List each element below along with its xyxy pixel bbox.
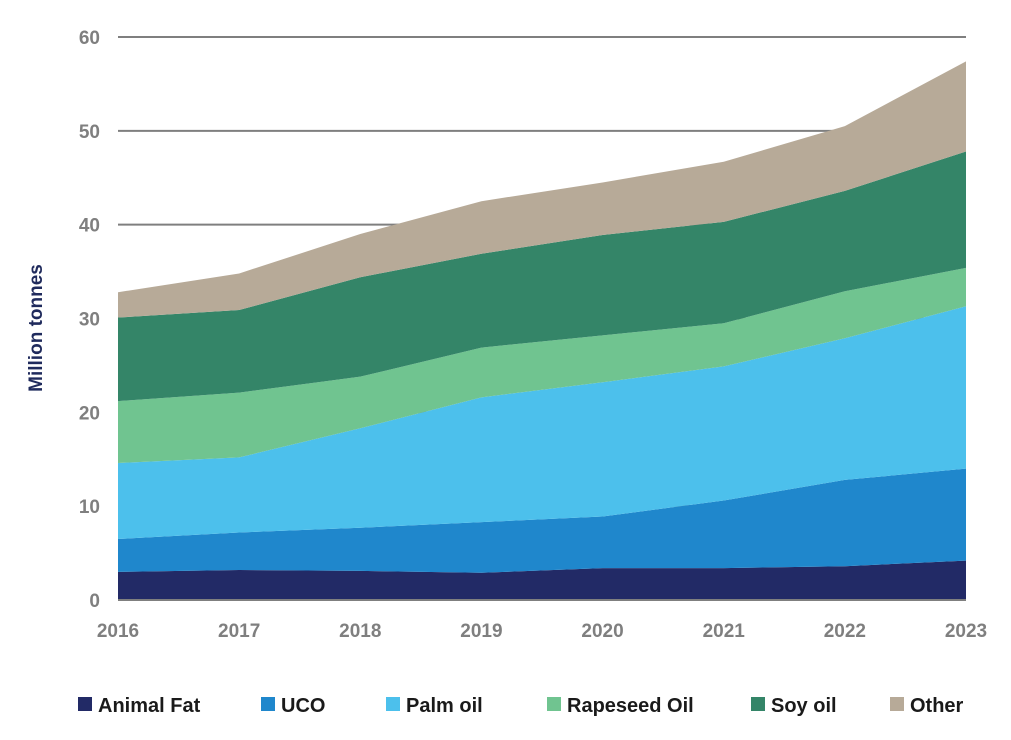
area-series-animal-fat <box>118 560 966 600</box>
x-tick-label: 2018 <box>339 621 381 642</box>
legend-label: Rapeseed Oil <box>567 695 694 717</box>
legend-item-palm-oil: Palm oil <box>386 695 483 717</box>
area-series-group <box>118 61 966 600</box>
y-tick-label: 30 <box>79 310 100 331</box>
y-tick-label: 50 <box>79 122 100 143</box>
legend-item-rapeseed-oil: Rapeseed Oil <box>547 695 694 717</box>
legend-swatch <box>78 697 92 711</box>
y-tick-label: 0 <box>89 591 100 612</box>
area-series-other <box>118 61 966 318</box>
x-tick-label: 2022 <box>824 621 866 642</box>
y-tick-label: 10 <box>79 497 100 518</box>
legend-item-soy-oil: Soy oil <box>751 695 837 717</box>
legend: Animal Fat UCO Palm oil Rapeseed Oil Soy oil… <box>78 695 964 717</box>
legend-label: Other <box>910 695 964 717</box>
x-tick-label: 2020 <box>581 621 623 642</box>
y-tick-label: 20 <box>79 403 100 424</box>
legend-swatch <box>386 697 400 711</box>
x-tick-label: 2023 <box>945 621 987 642</box>
legend-item-other: Other <box>890 695 964 717</box>
legend-swatch <box>261 697 275 711</box>
y-axis-title: Million tonnes <box>26 264 47 392</box>
y-tick-label: 60 <box>79 28 100 49</box>
x-tick-label: 2021 <box>703 621 746 642</box>
area-series-palm-oil <box>118 306 966 540</box>
legend-item-uco: UCO <box>261 695 325 717</box>
area-series-uco <box>118 468 966 573</box>
legend-label: Soy oil <box>771 695 837 717</box>
area-series-rapeseed-oil <box>118 267 966 464</box>
legend-label: Palm oil <box>406 695 483 717</box>
x-axis-tick-labels: 2016 2017 2018 2019 2020 2021 2022 2023 <box>97 621 987 642</box>
legend-swatch <box>751 697 765 711</box>
x-tick-label: 2017 <box>218 621 260 642</box>
legend-label: UCO <box>281 695 325 717</box>
legend-item-animal-fat: Animal Fat <box>78 695 201 717</box>
y-axis-tick-labels: 0 10 20 30 40 50 60 <box>79 28 100 612</box>
legend-swatch <box>547 697 561 711</box>
x-tick-label: 2019 <box>460 621 502 642</box>
y-tick-label: 40 <box>79 216 100 237</box>
legend-label: Animal Fat <box>98 695 201 717</box>
area-series-soy-oil <box>118 151 966 402</box>
x-tick-label: 2016 <box>97 621 139 642</box>
legend-swatch <box>890 697 904 711</box>
